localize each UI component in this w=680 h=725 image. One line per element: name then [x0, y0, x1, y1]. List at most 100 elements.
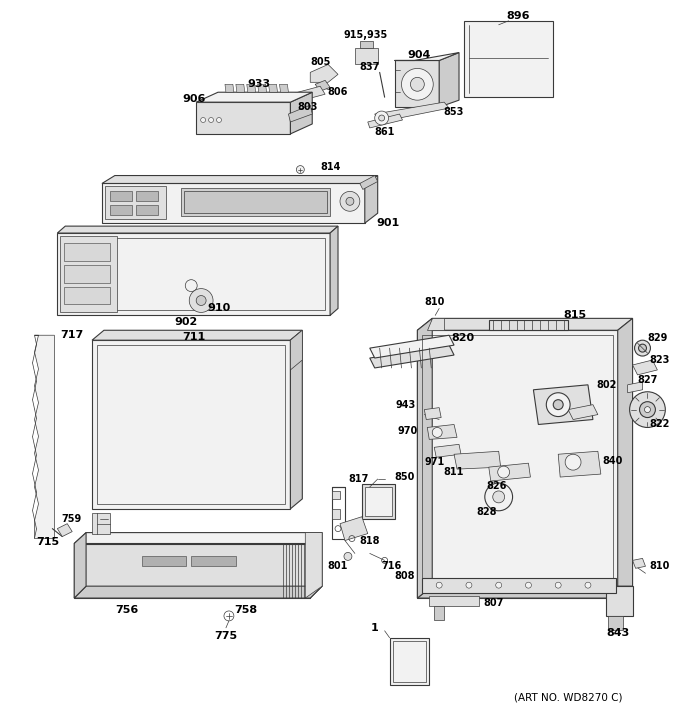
Polygon shape: [191, 556, 236, 566]
Polygon shape: [375, 102, 449, 122]
Polygon shape: [332, 509, 340, 518]
Circle shape: [346, 197, 354, 205]
Text: 820: 820: [451, 334, 474, 343]
Text: 717: 717: [61, 330, 84, 340]
Polygon shape: [225, 84, 234, 92]
Polygon shape: [236, 84, 245, 92]
Polygon shape: [489, 463, 530, 481]
Polygon shape: [489, 320, 568, 331]
Polygon shape: [360, 175, 377, 189]
Polygon shape: [316, 80, 330, 91]
Text: 901: 901: [377, 218, 400, 228]
Text: 971: 971: [424, 457, 444, 467]
Polygon shape: [61, 236, 117, 312]
Text: 837: 837: [360, 62, 380, 72]
Text: 904: 904: [407, 49, 431, 59]
Polygon shape: [422, 579, 615, 593]
Circle shape: [379, 115, 385, 121]
Circle shape: [436, 582, 442, 588]
Text: 827: 827: [637, 375, 658, 385]
Polygon shape: [424, 407, 441, 420]
Circle shape: [201, 117, 205, 123]
Polygon shape: [288, 105, 312, 122]
Circle shape: [634, 340, 651, 356]
Circle shape: [432, 428, 442, 437]
Polygon shape: [364, 175, 377, 223]
Polygon shape: [340, 517, 368, 541]
Polygon shape: [418, 586, 632, 598]
Text: 775: 775: [214, 631, 237, 641]
Text: 826: 826: [486, 481, 507, 491]
Text: 814: 814: [320, 162, 341, 172]
Polygon shape: [370, 335, 454, 358]
Polygon shape: [57, 523, 72, 536]
Text: 1: 1: [371, 623, 379, 633]
Text: 822: 822: [649, 420, 670, 429]
Text: 715: 715: [36, 536, 59, 547]
Text: 801: 801: [328, 561, 348, 571]
Text: 861: 861: [375, 127, 395, 137]
Polygon shape: [197, 102, 290, 134]
Polygon shape: [427, 318, 444, 331]
Polygon shape: [310, 533, 322, 598]
Circle shape: [485, 483, 513, 511]
Polygon shape: [305, 533, 322, 598]
Polygon shape: [65, 243, 110, 261]
Circle shape: [189, 289, 213, 312]
Polygon shape: [290, 331, 303, 370]
Circle shape: [344, 552, 352, 560]
Circle shape: [645, 407, 651, 413]
Text: 810: 810: [649, 561, 670, 571]
Polygon shape: [279, 84, 288, 92]
Polygon shape: [332, 491, 340, 499]
Text: 759: 759: [62, 514, 82, 523]
Circle shape: [209, 117, 214, 123]
Text: 802: 802: [596, 380, 616, 390]
Text: 915,935: 915,935: [343, 30, 388, 40]
Text: 828: 828: [477, 507, 497, 517]
Text: 808: 808: [394, 571, 414, 581]
Polygon shape: [568, 405, 598, 420]
Polygon shape: [92, 340, 290, 509]
Polygon shape: [102, 175, 377, 183]
Circle shape: [466, 582, 472, 588]
Text: 906: 906: [182, 94, 206, 104]
Polygon shape: [74, 533, 86, 598]
Text: 803: 803: [297, 102, 318, 112]
Circle shape: [216, 117, 222, 123]
Text: 823: 823: [649, 355, 670, 365]
Polygon shape: [290, 86, 325, 102]
Circle shape: [340, 191, 360, 211]
Polygon shape: [418, 318, 632, 331]
Polygon shape: [57, 233, 330, 315]
Polygon shape: [418, 331, 617, 598]
Polygon shape: [65, 286, 110, 304]
Text: 807: 807: [483, 598, 504, 608]
Text: 805: 805: [310, 57, 330, 67]
Text: 840: 840: [603, 456, 623, 466]
Circle shape: [375, 111, 388, 125]
Polygon shape: [105, 186, 167, 219]
Polygon shape: [454, 451, 500, 469]
Text: (ART NO. WD8270 C): (ART NO. WD8270 C): [514, 692, 622, 703]
Polygon shape: [269, 84, 277, 92]
Text: 810: 810: [424, 297, 445, 307]
Circle shape: [197, 296, 206, 305]
Circle shape: [496, 582, 502, 588]
Polygon shape: [136, 205, 158, 215]
Text: 896: 896: [507, 11, 530, 21]
Circle shape: [296, 165, 304, 173]
Polygon shape: [110, 205, 132, 215]
Text: 910: 910: [207, 304, 231, 313]
Circle shape: [493, 491, 505, 503]
Text: 756: 756: [115, 605, 139, 615]
Polygon shape: [92, 513, 110, 534]
Text: 711: 711: [182, 332, 206, 342]
Polygon shape: [92, 331, 303, 340]
Text: 943: 943: [395, 399, 415, 410]
Polygon shape: [617, 318, 632, 598]
Polygon shape: [464, 21, 554, 97]
Text: 829: 829: [647, 334, 668, 343]
Polygon shape: [632, 360, 658, 375]
Polygon shape: [247, 84, 256, 92]
